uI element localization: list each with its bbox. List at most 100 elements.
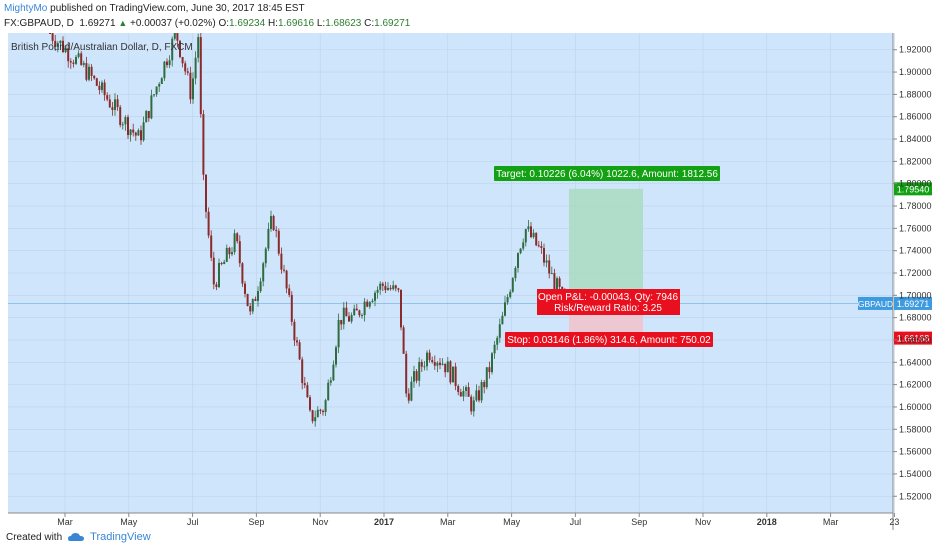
candle-body [316,409,319,418]
candle-body [56,43,59,47]
candle-body [402,327,405,354]
target-price-tag: 1.79540 [897,184,930,194]
candle-body [452,366,454,383]
x-tick-label: Jul [187,517,199,527]
candle-body [173,33,176,39]
grid [8,33,895,513]
candle-body [262,263,265,282]
candle-body [548,260,551,274]
tradingview-cloud-icon [68,533,85,541]
candle-body [379,283,382,290]
candle-body [374,292,376,301]
price-axis[interactable]: 1.92000 1.90000 1.88000 1.86000 1.84000 1.820… [893,45,932,502]
candle-body [532,232,535,238]
x-tick-label: Nov [695,517,712,527]
candle-body [95,78,98,86]
candle-body [363,301,366,316]
candle-body [368,302,371,307]
candle-body [405,353,408,394]
candle-body [545,260,548,263]
candle-body [137,130,140,136]
chart-title: British Pound/Australian Dollar, D, FXCM [11,42,193,53]
candle-body [210,235,213,258]
y-tick-label: 1.92000 [899,45,932,55]
candle-body [527,226,530,230]
x-tick-label: Jul [570,517,582,527]
candle-body [176,33,179,41]
candle-body [98,85,101,90]
y-tick-label: 1.52000 [899,491,932,501]
candle-body [72,62,75,64]
candle-body [496,337,499,345]
candle-body [116,99,119,108]
candle-body [267,228,270,249]
candle-body [241,263,244,284]
candle-body [462,390,465,397]
candle-body [290,294,293,322]
candle-body [485,367,488,388]
y-tick-label: 1.90000 [899,67,932,77]
time-axis[interactable]: Mar May Jul Sep Nov 2017 Mar May Jul Sep Nov 2018 Ma… [57,513,899,527]
candle-body [475,390,478,401]
candle-body [410,381,413,401]
candle-body [436,362,439,366]
candle-body [158,84,161,87]
candle-body [446,361,449,373]
y-tick-label: 1.68000 [899,313,932,323]
candle-body [550,273,553,275]
target-label: Target: 0.10226 (6.04%) 1022.6, Amount: … [496,169,718,180]
candle-body [543,247,545,263]
candle-body [342,307,345,325]
candle-body [558,278,561,287]
candle-body [80,53,83,65]
candle-body [493,344,496,354]
stop-price-tag: 1.66168 [897,334,930,344]
candle-body [197,37,200,58]
candle-body [340,319,343,325]
candle-body [413,371,415,382]
candle-body [387,287,389,291]
author-link[interactable]: MightyMo [4,3,48,14]
candle-body [454,366,457,386]
candle-body [140,130,142,141]
candle-body [353,308,356,316]
y-tick-label: 1.60000 [899,402,932,412]
x-tick-label: 2018 [757,517,777,527]
candle-body [366,301,369,307]
publish-line: MightyMo published on TradingView.com, J… [4,3,305,14]
candle-body [285,270,288,289]
candle-body [350,315,353,322]
candle-body [264,248,267,264]
y-tick-label: 1.74000 [899,246,932,256]
candle-body [478,390,480,401]
candle-body [335,347,337,365]
candle-body [472,400,475,412]
candle-body [181,57,184,64]
y-tick-label: 1.76000 [899,223,932,233]
candle-body [67,48,70,62]
candle-body [361,315,363,317]
candle-body [465,387,467,391]
candle-body [160,78,163,85]
symbol-tag: GBPAUD [858,299,893,309]
candle-body [426,352,428,367]
candle-body [228,247,231,255]
x-tick-label: Nov [312,517,329,527]
y-tick-label: 1.86000 [899,112,932,122]
candle-body [220,262,223,265]
candle-body [202,114,205,175]
candles [49,33,566,427]
tradingview-brand[interactable]: TradingView [90,531,151,543]
candle-body [108,99,111,108]
candle-body [254,299,257,301]
candle-body [371,300,374,303]
candle-body [389,287,392,290]
candle-body [184,63,187,72]
candle-body [519,248,522,254]
candle-body [277,230,280,254]
low-label: L: [316,18,326,29]
target-price-tag-box [894,182,932,196]
candle-body [155,86,158,95]
candle-body [166,61,168,66]
